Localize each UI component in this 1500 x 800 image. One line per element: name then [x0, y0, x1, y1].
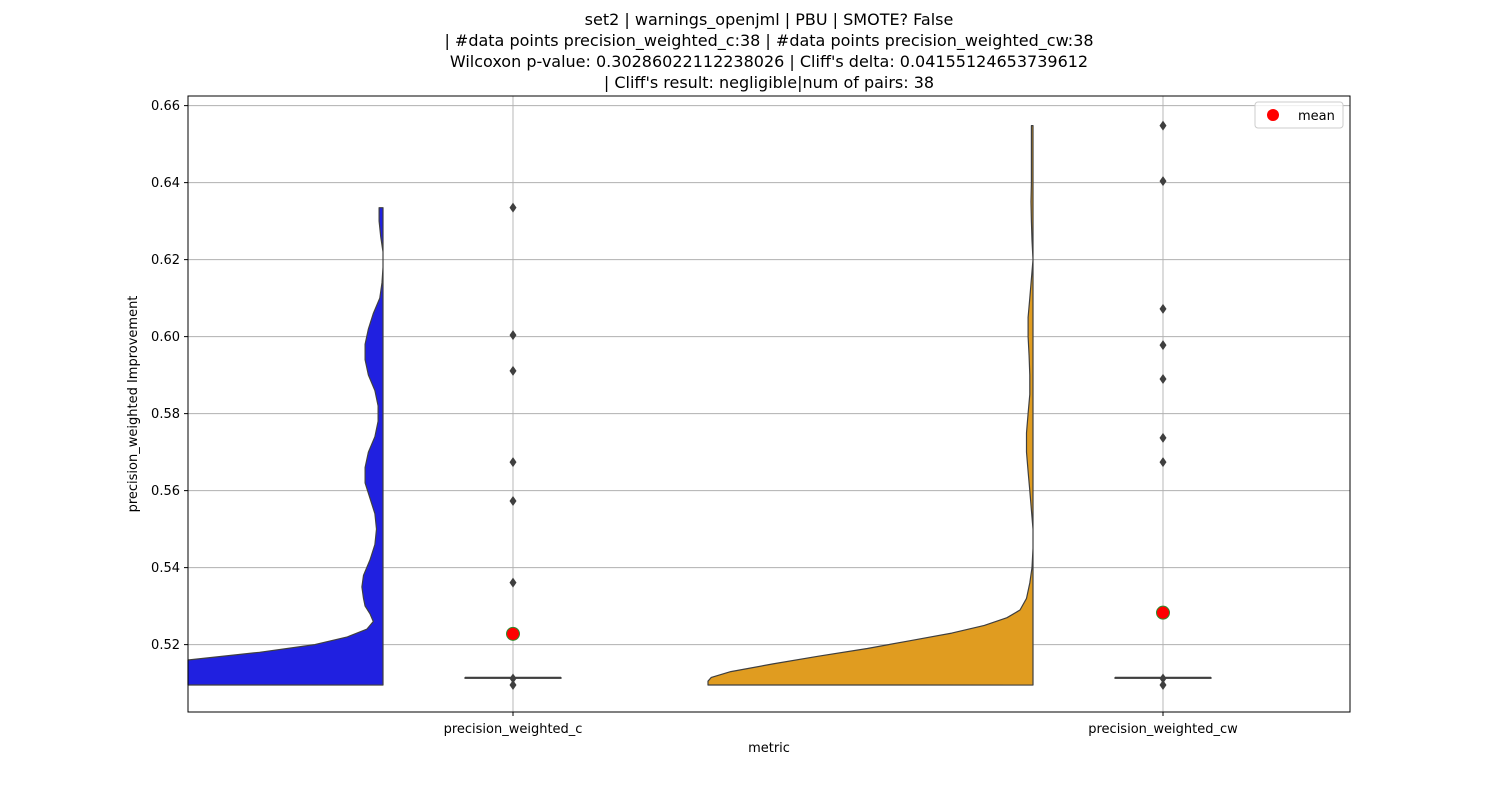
outlier-point	[509, 330, 517, 341]
outlier-point	[509, 673, 517, 684]
x-axis-label: metric	[748, 741, 790, 756]
outlier-point	[1159, 120, 1167, 131]
y-tick-label: 0.64	[151, 176, 180, 191]
outlier-point	[509, 577, 517, 588]
outlier-point	[509, 202, 517, 213]
y-tick-label: 0.62	[151, 253, 180, 268]
outlier-point	[1159, 673, 1167, 684]
chart-title: set2 | warnings_openjml | PBU | SMOTE? F…	[444, 10, 1093, 92]
y-axis-label: precision_weighted Improvement	[126, 296, 141, 513]
legend: mean	[1254, 101, 1344, 129]
y-tick-label: 0.60	[151, 330, 180, 345]
x-axis-ticks: precision_weighted_c precision_weighted_c…	[444, 712, 1238, 737]
title-line-4: | Cliff's result: negligible|num of pair…	[604, 73, 934, 92]
mean-marker-precision_weighted_cw	[1156, 605, 1170, 620]
y-tick-label: 0.66	[151, 99, 180, 114]
outlier-point	[1159, 176, 1167, 187]
title-line-1: set2 | warnings_openjml | PBU | SMOTE? F…	[585, 10, 954, 30]
outlier-point	[509, 457, 517, 468]
y-tick-label: 0.52	[151, 638, 180, 653]
outlier-point	[1159, 680, 1167, 691]
y-axis-ticks: 0.52 0.54 0.56 0.58 0.60 0.62 0.64 0.66	[151, 99, 188, 653]
outlier-point	[509, 365, 517, 376]
violin-precision_weighted_c	[187, 207, 384, 686]
x-tick-label: precision_weighted_c	[444, 722, 583, 737]
outlier-point	[1159, 303, 1167, 314]
outlier-point	[1159, 432, 1167, 443]
outlier-point	[1159, 457, 1167, 468]
outlier-point	[509, 680, 517, 691]
title-line-3: Wilcoxon p-value: 0.30286022112238026 | …	[450, 52, 1088, 71]
y-tick-label: 0.56	[151, 484, 180, 499]
legend-mean-label: mean	[1298, 109, 1335, 124]
x-tick-label: precision_weighted_cw	[1088, 722, 1238, 737]
violins	[187, 125, 1034, 686]
title-line-2: | #data points precision_weighted_c:38 |…	[444, 31, 1093, 51]
violin-precision_weighted_cw	[707, 125, 1034, 686]
mean-markers	[506, 605, 1170, 641]
legend-box	[1254, 101, 1344, 129]
mean-marker-precision_weighted_c	[506, 626, 520, 641]
outlier-point	[1159, 373, 1167, 384]
outliers	[509, 120, 1167, 691]
grid	[188, 96, 1350, 712]
legend-mean-marker	[1267, 109, 1279, 121]
plot-frame	[187, 95, 1351, 713]
y-tick-label: 0.54	[151, 561, 180, 576]
outlier-point	[1159, 340, 1167, 351]
y-tick-label: 0.58	[151, 407, 180, 422]
outlier-point	[509, 496, 517, 507]
